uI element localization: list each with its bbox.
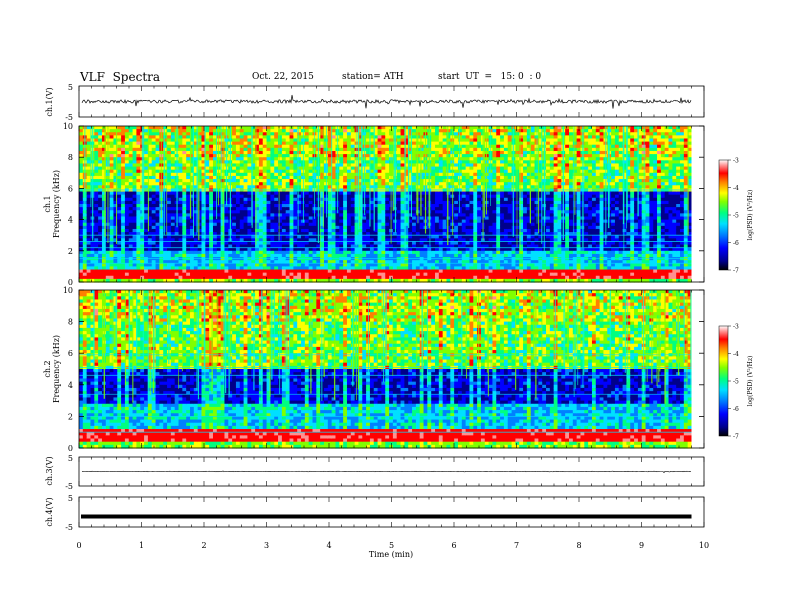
- ch2s-channel-label: ch.2: [43, 360, 52, 377]
- ch1s-channel-label: ch.1: [43, 195, 52, 212]
- ch2-spectrogram: [79, 290, 704, 449]
- ch2s-ytick-2: 2: [68, 412, 73, 421]
- x-tick-6: 6: [451, 541, 456, 550]
- plot-title: VLF Spectra: [80, 70, 161, 84]
- x-tick-9: 9: [639, 541, 644, 550]
- ch1s-ytick-2: 2: [68, 247, 73, 256]
- ch2-colorbar-tick--7: -7: [733, 434, 739, 441]
- ch1-colorbar-tick--6: -6: [733, 240, 739, 247]
- ch3w-ytick-top: 5: [68, 454, 73, 463]
- date-label: Oct. 22, 2015: [252, 72, 314, 82]
- x-tick-8: 8: [576, 541, 581, 550]
- ch1-colorbar-tick--7: -7: [733, 268, 739, 275]
- x-tick-2: 2: [201, 541, 206, 550]
- ch2s-ytick-10: 10: [63, 286, 73, 295]
- start-time-label: start UT = 15: 0 : 0: [438, 72, 542, 82]
- ch4w-ylabel: ch.4(V): [45, 497, 54, 526]
- ch3w-ylabel: ch.3(V): [45, 456, 54, 485]
- ch2-colorbar-label: log(PSD) (V²/Hz): [747, 356, 754, 407]
- ch4w-ytick-top: 5: [68, 494, 73, 503]
- ch1s-ytick-6: 6: [68, 184, 73, 193]
- ch3w-ytick-bottom: -5: [65, 482, 73, 491]
- ch1s-ytick-4: 4: [68, 216, 73, 225]
- ch1s-ytick-0: 0: [68, 278, 73, 287]
- ch1w-ylabel: ch.1(V): [45, 87, 54, 116]
- ch1-colorbar-tick--5: -5: [733, 213, 739, 220]
- ch2-colorbar-tick--3: -3: [733, 324, 739, 331]
- ch1w-ytick-bottom: -5: [65, 113, 73, 122]
- ch1-spectrogram: [79, 126, 704, 283]
- ch1s-ytick-10: 10: [63, 122, 73, 131]
- x-tick-1: 1: [139, 541, 144, 550]
- ch1-waveform-trace: [81, 94, 692, 109]
- ch2s-ytick-0: 0: [68, 444, 73, 453]
- ch2s-ytick-4: 4: [68, 381, 73, 390]
- x-tick-0: 0: [76, 541, 81, 550]
- ch4-waveform-panel: 5 -5 ch.4(V): [45, 494, 705, 532]
- ch2s-ylabel: Frequency (kHz): [52, 335, 61, 403]
- ch2-colorbar: [718, 325, 729, 437]
- ch1-waveform-panel: 5 -5 ch.1(V): [45, 83, 705, 122]
- ch2s-ytick-8: 8: [68, 318, 73, 327]
- x-axis-label: Time (min): [369, 550, 413, 559]
- x-tick-7: 7: [514, 541, 519, 550]
- ch2-colorbar-tick--6: -6: [733, 406, 739, 413]
- ch1-colorbar-label: log(PSD) (V²/Hz): [747, 190, 754, 241]
- ch3-waveform-trace: [81, 470, 692, 474]
- ch3-waveform-panel: 5 -5 ch.3(V): [45, 454, 705, 491]
- x-tick-4: 4: [326, 541, 331, 550]
- ch1-colorbar-tick--4: -4: [733, 185, 739, 192]
- x-tick-5: 5: [389, 541, 394, 550]
- station-label: station= ATH: [342, 72, 404, 82]
- ch1s-ytick-8: 8: [68, 153, 73, 162]
- ch2-colorbar-tick--4: -4: [733, 351, 739, 358]
- ch1w-ytick-top: 5: [68, 83, 73, 92]
- ch2s-ytick-6: 6: [68, 349, 73, 358]
- ch2-colorbar-tick--5: -5: [733, 379, 739, 386]
- ch4w-ytick-bottom: -5: [65, 523, 73, 532]
- x-tick-10: 10: [699, 541, 709, 550]
- ch1-colorbar: [718, 159, 729, 271]
- x-tick-3: 3: [264, 541, 269, 550]
- ch1-colorbar-tick--3: -3: [733, 158, 739, 165]
- ch1s-ylabel: Frequency (kHz): [52, 170, 61, 238]
